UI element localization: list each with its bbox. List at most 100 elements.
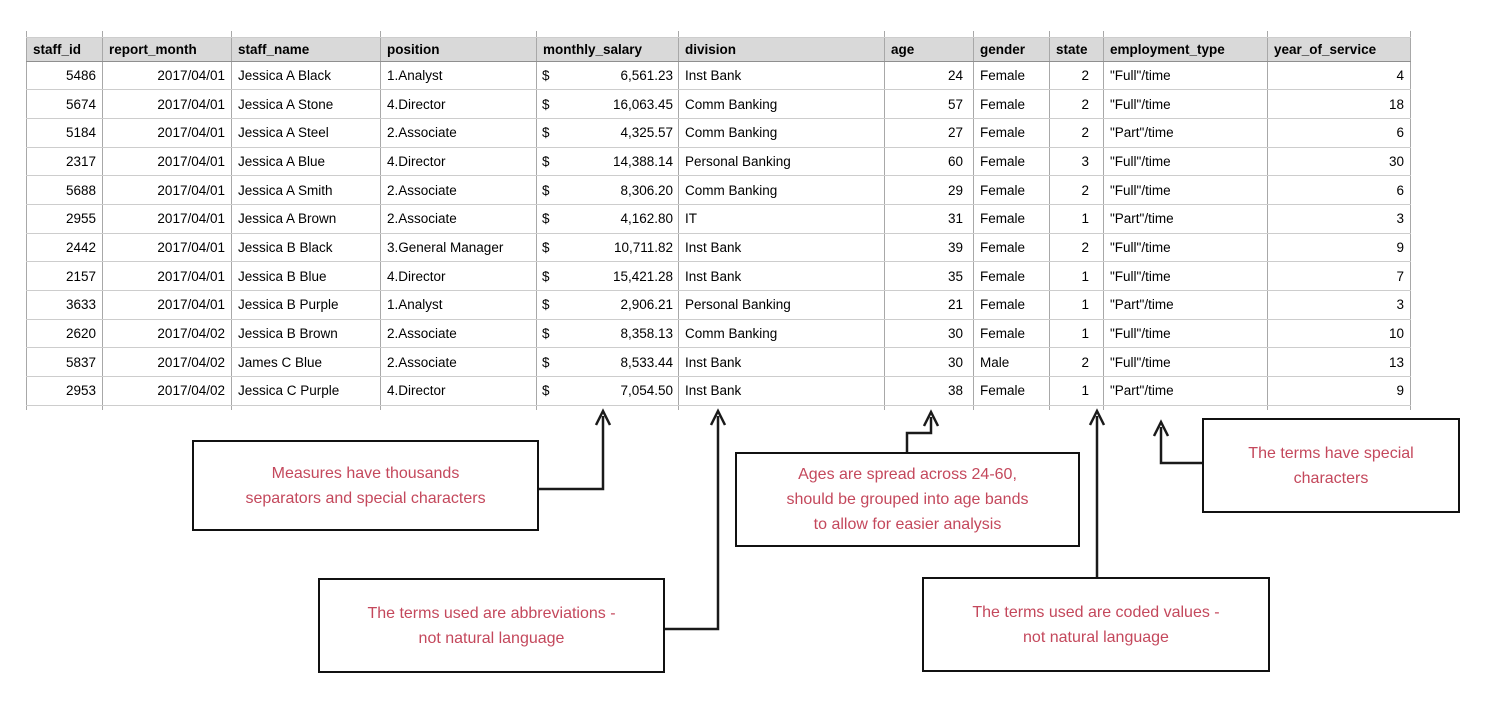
annotation-salary-separators: Measures have thousands separators and s… — [192, 440, 539, 531]
cell-division: Comm Banking — [678, 117, 885, 148]
cell-year_of_service: 6 — [1267, 117, 1411, 148]
cell-state: 2 — [1049, 60, 1104, 91]
cell-state: 2 — [1049, 232, 1104, 263]
cell-staff_name: Jessica A Black — [231, 60, 381, 91]
cell-gender: Male — [973, 347, 1050, 378]
cell-employment_type: "Full"/time — [1103, 347, 1268, 378]
cell-staff_id: 5688 — [26, 175, 103, 205]
cell-monthly_salary: $8,533.44 — [536, 347, 679, 378]
cell-position: 2.Associate — [380, 318, 537, 349]
cell-staff_id: 5184 — [26, 117, 103, 148]
column-header-gender: gender — [973, 36, 1050, 62]
cell-gender: Female — [973, 60, 1050, 91]
cell-age: 35 — [884, 261, 974, 291]
table-row: 5486 2017/04/01 Jessica A Black 1.Analyst $6… — [26, 60, 1411, 91]
annotation-text: The terms used are abbreviations - not n… — [367, 604, 616, 647]
cell-year_of_service: 9 — [1267, 232, 1411, 263]
cell-employment_type: "Part"/time — [1103, 117, 1268, 148]
cell-position: 2.Associate — [380, 117, 537, 148]
cell-staff_name: Jessica B Blue — [231, 261, 381, 291]
column-header-state: state — [1049, 36, 1104, 62]
cell-monthly_salary: $10,711.82 — [536, 232, 679, 263]
cell-staff_id: 2442 — [26, 232, 103, 263]
cell-staff_name: Jessica B Brown — [231, 318, 381, 349]
salary-amount: 8,533.44 — [620, 354, 673, 370]
column-header-division: division — [678, 36, 885, 62]
cell-staff_name: Jessica A Brown — [231, 203, 381, 234]
cell-year_of_service: 10 — [1267, 318, 1411, 349]
staff-table: staff_id report_month staff_name position mo… — [26, 31, 1411, 411]
cell-monthly_salary: $16,063.45 — [536, 89, 679, 119]
cell-age: 29 — [884, 175, 974, 205]
cell-position: 4.Director — [380, 146, 537, 177]
header-row: staff_id report_month staff_name position mo… — [26, 36, 1411, 62]
cell-division: Personal Banking — [678, 290, 885, 320]
cell-age: 60 — [884, 146, 974, 177]
cell-monthly_salary: $4,162.80 — [536, 203, 679, 234]
cell-position: 4.Director — [380, 376, 537, 406]
cell-employment_type: "Full"/time — [1103, 232, 1268, 263]
cell-employment_type: "Full"/time — [1103, 60, 1268, 91]
cell-age: 30 — [884, 347, 974, 378]
cell-year_of_service: 13 — [1267, 347, 1411, 378]
salary-amount: 6,561.23 — [620, 67, 673, 83]
cell-state: 2 — [1049, 347, 1104, 378]
cell-gender: Female — [973, 290, 1050, 320]
cell-staff_name: Jessica A Stone — [231, 89, 381, 119]
cell-division: Comm Banking — [678, 89, 885, 119]
cell-employment_type: "Full"/time — [1103, 261, 1268, 291]
column-header-age: age — [884, 36, 974, 62]
salary-amount: 4,325.57 — [620, 125, 673, 141]
column-header-monthly_salary: monthly_salary — [536, 36, 679, 62]
cell-report_month: 2017/04/01 — [102, 290, 232, 320]
cell-state: 2 — [1049, 89, 1104, 119]
cell-gender: Female — [973, 146, 1050, 177]
salary-amount: 10,711.82 — [613, 239, 673, 255]
cell-age: 39 — [884, 232, 974, 263]
cell-age: 31 — [884, 203, 974, 234]
cell-age: 30 — [884, 318, 974, 349]
cell-gender: Female — [973, 117, 1050, 148]
cell-staff_name: Jessica A Smith — [231, 175, 381, 205]
cell-gender: Female — [973, 376, 1050, 406]
currency-symbol: $ — [542, 239, 550, 255]
cell-age: 24 — [884, 60, 974, 91]
cell-report_month: 2017/04/02 — [102, 376, 232, 406]
currency-symbol: $ — [542, 326, 550, 342]
cell-year_of_service: 3 — [1267, 203, 1411, 234]
arrow-salary-note — [539, 408, 612, 491]
cell-position: 2.Associate — [380, 347, 537, 378]
cell-staff_id: 2157 — [26, 261, 103, 291]
currency-symbol: $ — [542, 182, 550, 198]
salary-amount: 8,358.13 — [620, 326, 673, 342]
cell-division: Inst Bank — [678, 347, 885, 378]
cell-state: 2 — [1049, 175, 1104, 205]
cell-position: 4.Director — [380, 89, 537, 119]
cell-state: 2 — [1049, 117, 1104, 148]
cell-monthly_salary: $8,306.20 — [536, 175, 679, 205]
salary-amount: 2,906.21 — [620, 297, 673, 313]
salary-amount: 7,054.50 — [620, 383, 673, 399]
cell-position: 1.Analyst — [380, 290, 537, 320]
currency-symbol: $ — [542, 211, 550, 227]
table-row: 5837 2017/04/02 James C Blue 2.Associate $8,… — [26, 347, 1411, 378]
column-header-year_of_service: year_of_service — [1267, 36, 1411, 62]
annotation-abbreviations: The terms used are abbreviations - not n… — [318, 578, 665, 673]
cell-gender: Female — [973, 232, 1050, 263]
cell-employment_type: "Full"/time — [1103, 146, 1268, 177]
annotation-text: Ages are spread across 24-60, should be … — [786, 466, 1029, 533]
cell-monthly_salary: $4,325.57 — [536, 117, 679, 148]
cell-staff_name: Jessica B Black — [231, 232, 381, 263]
annotation-coded-values: The terms used are coded values - not na… — [922, 577, 1270, 672]
cell-monthly_salary: $8,358.13 — [536, 318, 679, 349]
cell-monthly_salary: $7,054.50 — [536, 376, 679, 406]
currency-symbol: $ — [542, 383, 550, 399]
annotation-special-characters: The terms have special characters — [1202, 418, 1460, 513]
arrow-coded-note — [1088, 408, 1106, 578]
cell-gender: Female — [973, 318, 1050, 349]
cell-employment_type: "Part"/time — [1103, 290, 1268, 320]
cell-position: 3.General Manager — [380, 232, 537, 263]
cell-gender: Female — [973, 89, 1050, 119]
cell-staff_name: Jessica B Purple — [231, 290, 381, 320]
currency-symbol: $ — [542, 268, 550, 284]
